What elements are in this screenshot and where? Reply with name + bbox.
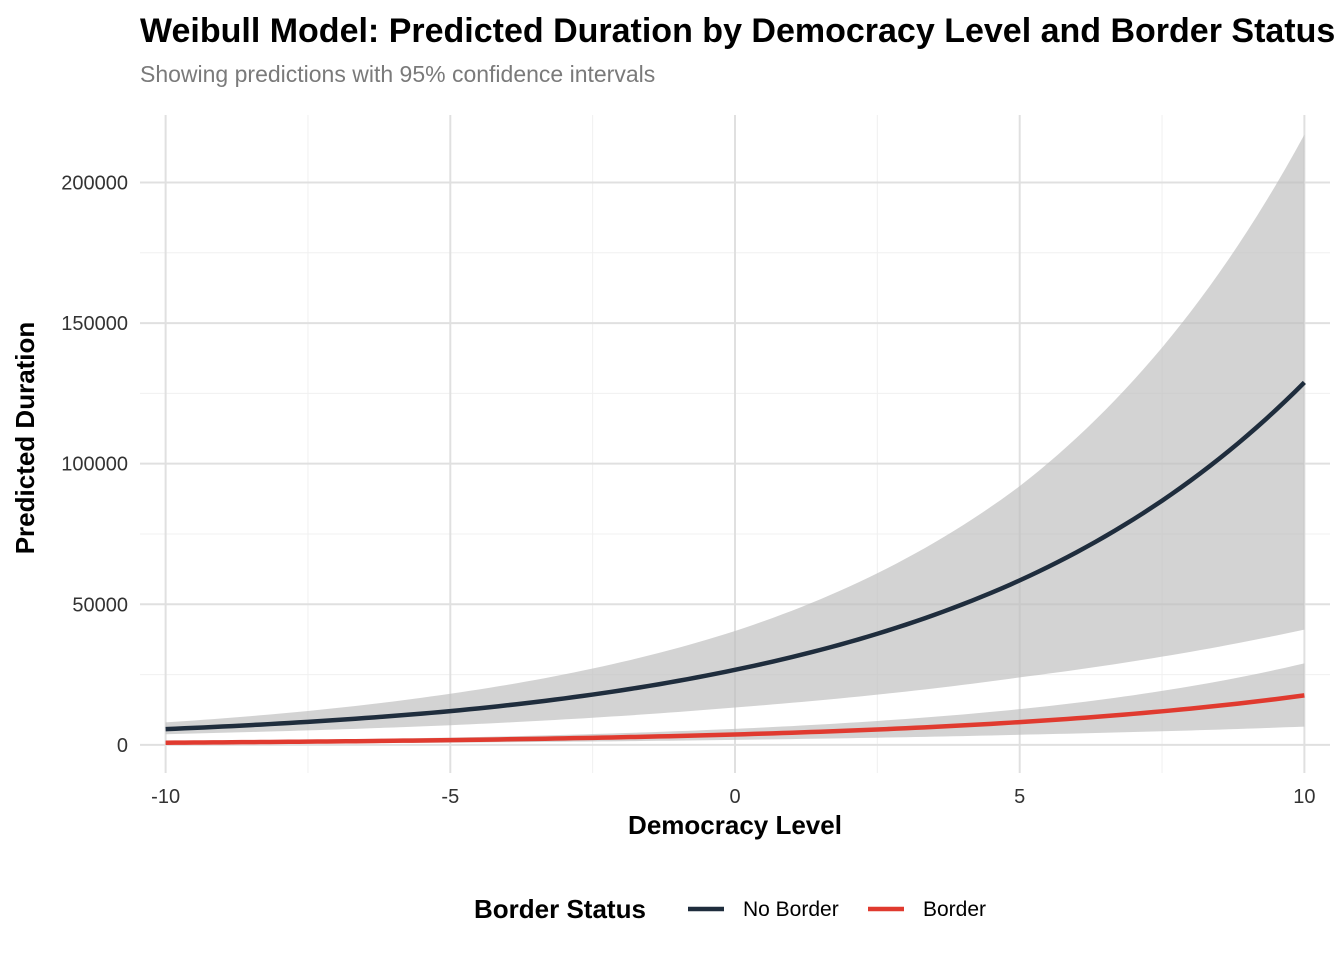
legend: Border Status No Border Border xyxy=(474,894,986,924)
legend-label-border: Border xyxy=(923,898,986,921)
y-tick-label: 200000 xyxy=(61,172,128,194)
y-tick-label: 100000 xyxy=(61,454,128,476)
x-tick-label: -10 xyxy=(151,786,180,808)
x-tick-label: 10 xyxy=(1293,786,1315,808)
y-axis-title: Predicted Duration xyxy=(10,322,40,555)
legend-label-no-border: No Border xyxy=(743,898,839,921)
legend-title: Border Status xyxy=(474,894,646,924)
x-axis-ticks: -10 -5 0 5 10 xyxy=(151,786,1315,808)
y-tick-label: 150000 xyxy=(61,313,128,335)
y-tick-label: 50000 xyxy=(72,594,128,616)
x-tick-label: 0 xyxy=(729,786,740,808)
line-border xyxy=(165,693,1305,745)
y-tick-label: 0 xyxy=(117,735,128,757)
series-lines xyxy=(165,380,1306,745)
x-tick-label: -5 xyxy=(441,786,459,808)
chart-subtitle: Showing predictions with 95% confidence … xyxy=(140,61,655,87)
chart-title: Weibull Model: Predicted Duration by Dem… xyxy=(140,12,1335,50)
y-axis-ticks: 0 50000 100000 150000 200000 xyxy=(61,172,128,756)
x-tick-label: 5 xyxy=(1014,786,1025,808)
ribbon-no-border xyxy=(165,134,1305,735)
line-no-border xyxy=(165,380,1306,732)
x-axis-title: Democracy Level xyxy=(628,810,842,840)
